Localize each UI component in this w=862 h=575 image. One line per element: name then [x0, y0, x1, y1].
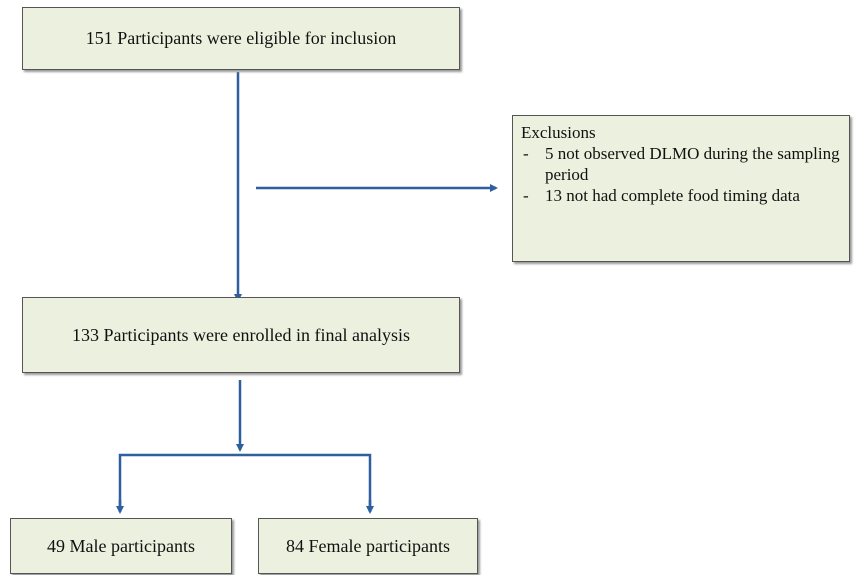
node-label: 84 Female participants [286, 535, 450, 556]
split-line [118, 453, 372, 510]
exclusion-item: 5 not observed DLMO during the sampling … [523, 143, 841, 185]
node: 151 Participants were eligible for inclu… [22, 7, 460, 70]
exclusion-item: 13 not had complete food timing data [523, 185, 841, 206]
exclusions-list: 5 not observed DLMO during the sampling … [521, 143, 841, 206]
exclusions-title: Exclusions [521, 123, 596, 142]
node: 133 Participants were enrolled in final … [22, 297, 460, 373]
node-label: 151 Participants were eligible for inclu… [85, 28, 397, 48]
exclusions-box: Exclusions 5 not observed DLMO during th… [512, 115, 850, 262]
node-label: 133 Participants were enrolled in final … [72, 324, 410, 345]
node: 84 Female participants [258, 518, 478, 574]
node-label: 49 Male participants [47, 535, 195, 556]
node: 49 Male participants [10, 518, 232, 574]
